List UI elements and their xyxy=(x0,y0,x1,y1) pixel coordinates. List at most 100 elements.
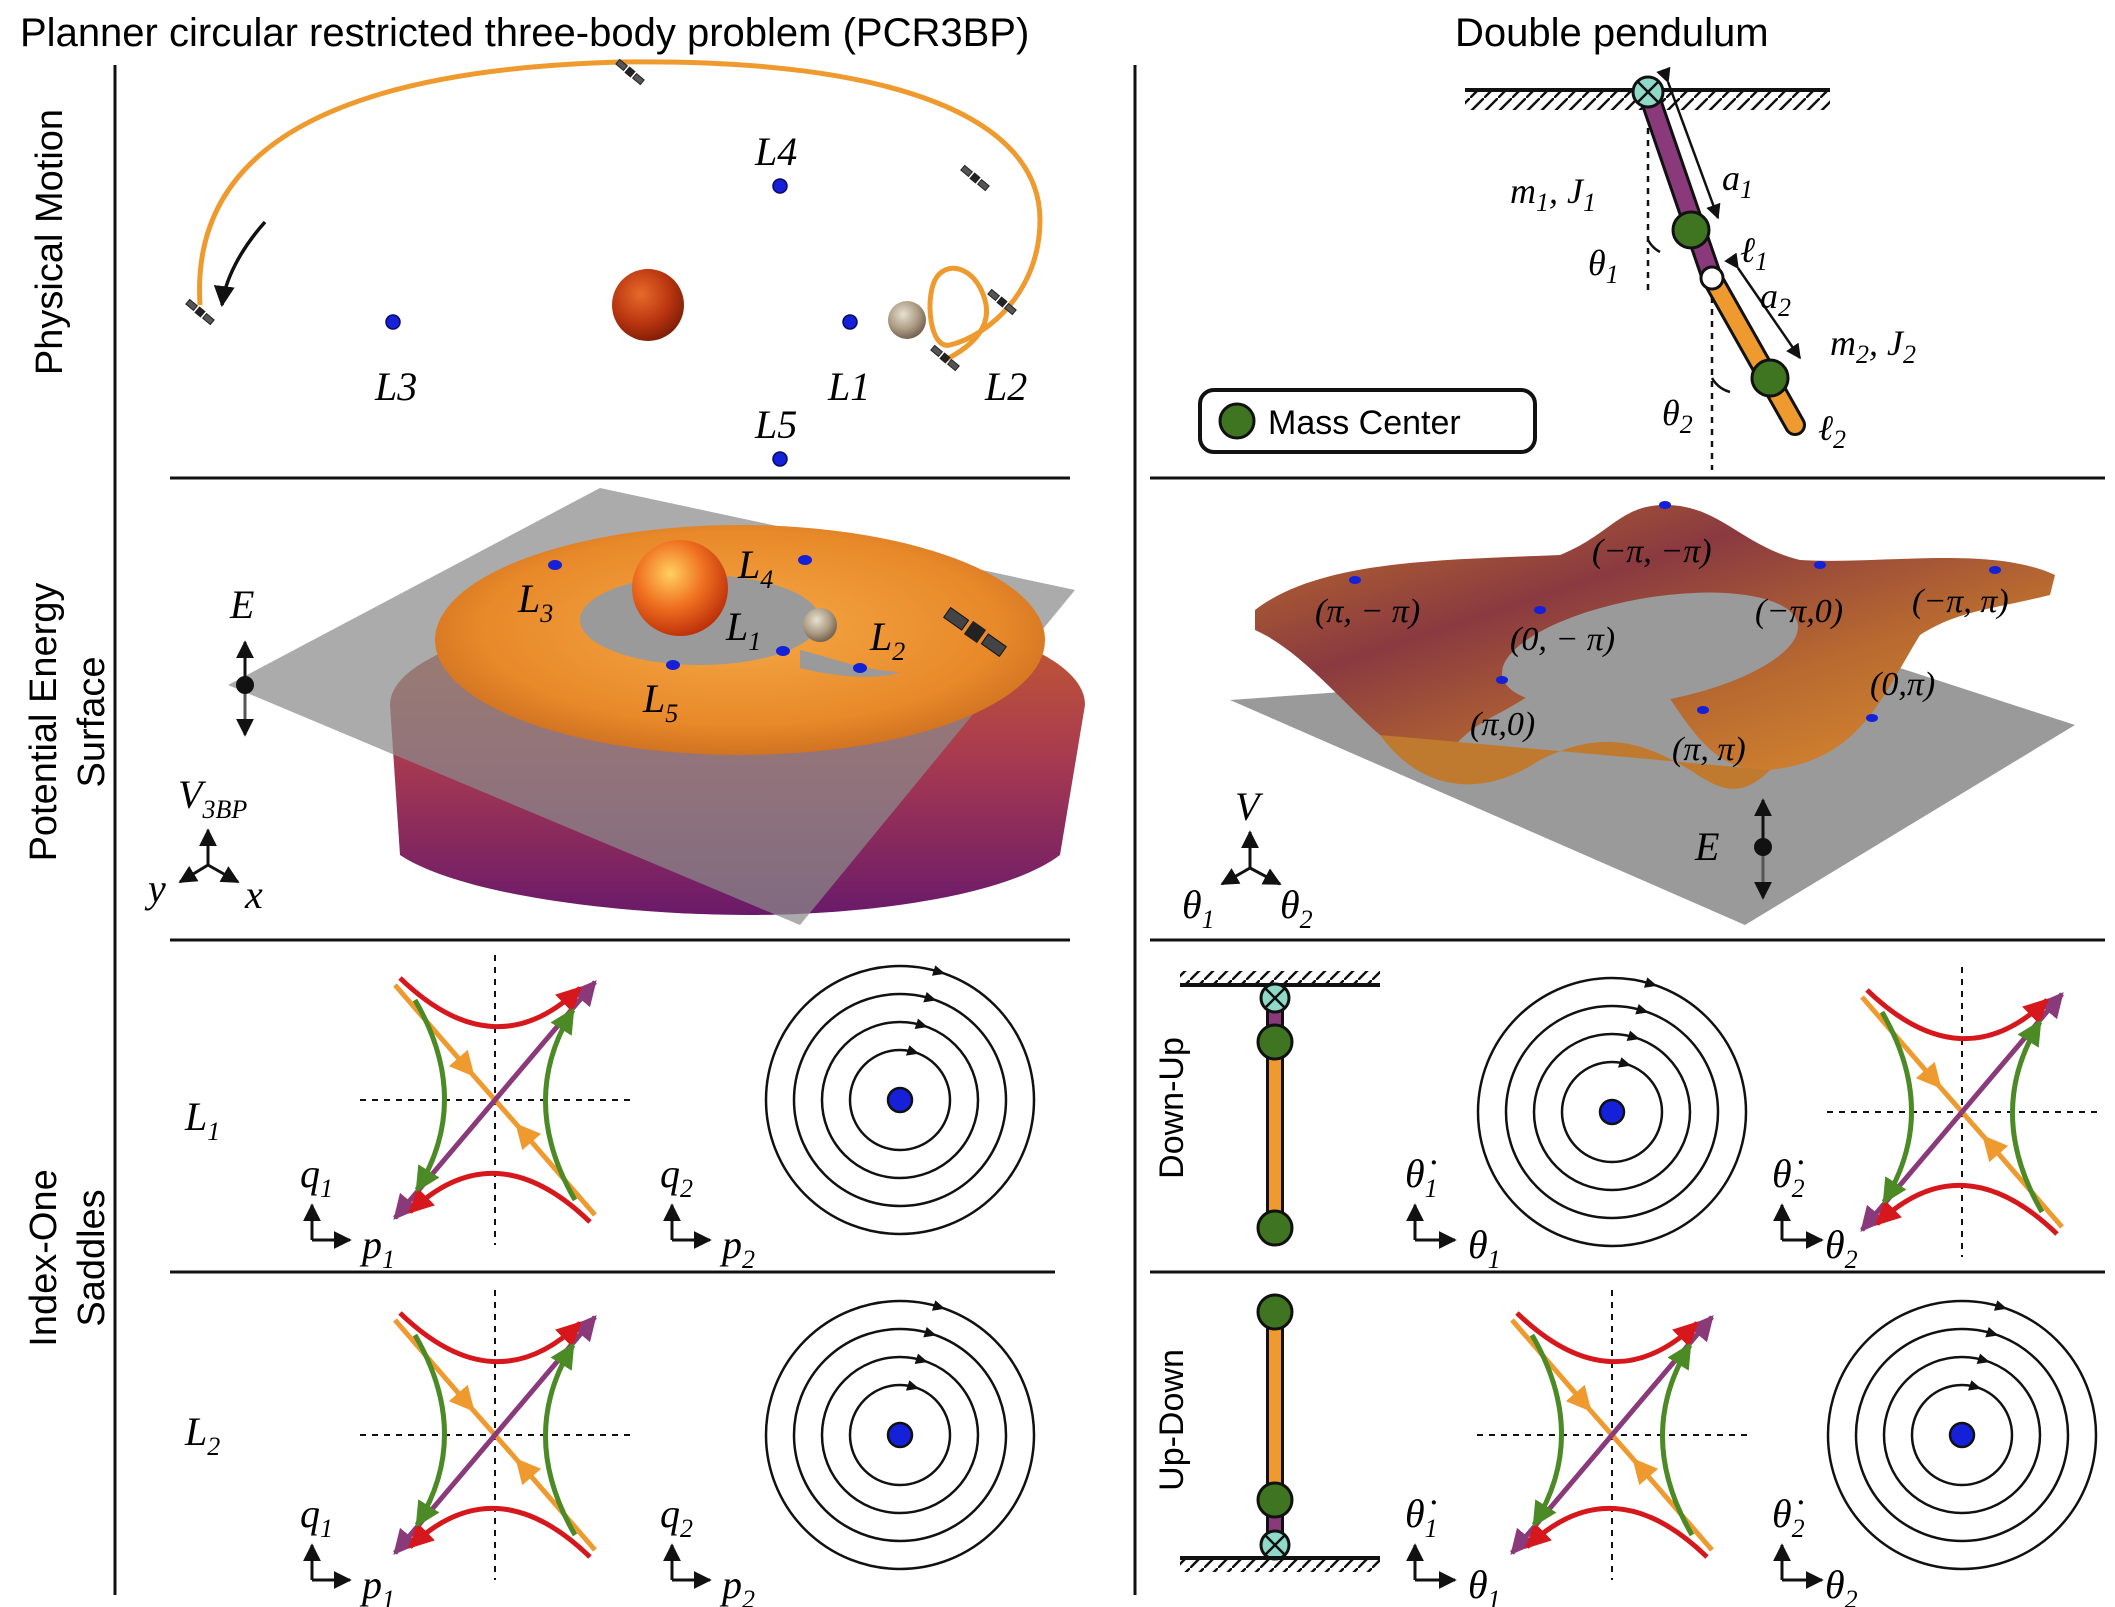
m1-j1-label: m1, J1 xyxy=(1510,171,1596,217)
pes-label: (π, − π) xyxy=(1315,593,1420,630)
saddle-up-down-theta1 xyxy=(1477,1290,1747,1580)
phase-diagrams xyxy=(360,955,2098,1580)
row-label-saddle-2: Saddles xyxy=(71,1189,113,1326)
pendulum-pes: (−π, −π) (π, − π) (0, − π) (−π,0) (−π, π… xyxy=(1182,501,2075,934)
pcr3bp-physical: L3 L4 L1 L2 L5 xyxy=(184,58,1043,467)
pes-axes-icon xyxy=(1220,830,1282,886)
pendulum-pes-point xyxy=(1697,706,1709,714)
l2-length-label: ℓ2 xyxy=(1818,408,1846,454)
center-up-down-theta2 xyxy=(1826,1299,2098,1571)
center-down-up-theta1 xyxy=(1476,976,1748,1248)
l3-point xyxy=(385,314,401,330)
pes-label: (π,0) xyxy=(1470,706,1535,743)
pes-l2-label: L2 xyxy=(869,614,905,666)
theta2-label: θ2 xyxy=(1662,393,1693,439)
svg-text:θ̇2: θ̇2 xyxy=(1772,1151,1805,1203)
pendulum-pes-point xyxy=(1866,714,1878,722)
up-down-theta2-axes: θ̇2 θ2 xyxy=(1772,1491,1858,1607)
satellite-icon xyxy=(929,344,961,372)
l1-label: L1 xyxy=(827,364,870,409)
pendulum-pes-point xyxy=(1496,676,1508,684)
row-label-physical: Physical Motion xyxy=(29,109,71,375)
pes-label: (0,π) xyxy=(1870,666,1935,703)
down-up-pendulum xyxy=(1180,971,1380,1247)
l4-pes-point xyxy=(798,555,812,565)
saddle-down-up-theta2 xyxy=(1827,967,2097,1257)
pendulum-pes-point xyxy=(1814,561,1826,569)
pes-l3-label: L3 xyxy=(517,576,553,628)
svg-text:θ̇1: θ̇1 xyxy=(1405,1151,1438,1203)
svg-text:p1: p1 xyxy=(359,1562,395,1607)
jupiter xyxy=(888,301,926,339)
center-l1-q2p2 xyxy=(764,964,1036,1236)
pes-axes-icon xyxy=(178,828,240,884)
l1-pes-point xyxy=(776,646,790,656)
l1-q1p1-axes: q1 p1 xyxy=(300,1151,395,1274)
saddle-l2-label: L2 xyxy=(184,1409,220,1461)
svg-text:q2: q2 xyxy=(660,1491,693,1543)
row-label-pes-1: Potential Energy xyxy=(23,583,65,862)
l3-label: L3 xyxy=(374,364,417,409)
pendulum-pes-point xyxy=(1659,501,1671,509)
pcr3bp-pes: L3 L4 L1 L2 L5 E V3BP y x xyxy=(144,488,1085,925)
up-down-theta1-axes: θ̇1 θ1 xyxy=(1405,1491,1501,1607)
legend-label: Mass Center xyxy=(1268,404,1461,442)
energy-label: E xyxy=(1694,824,1719,869)
axis-theta1-label: θ1 xyxy=(1182,882,1215,934)
sun-3d xyxy=(632,540,728,636)
a2-label: a2 xyxy=(1760,276,1791,322)
l5-point xyxy=(772,451,788,467)
saddle-l1-label: L1 xyxy=(184,1094,220,1146)
direction-arrow xyxy=(213,220,267,308)
l4-label: L4 xyxy=(754,129,797,174)
l4-point xyxy=(772,178,788,194)
l3-pes-point xyxy=(548,560,562,570)
l2-q1p1-axes: q1 p1 xyxy=(300,1491,395,1607)
pendulum-pes-point xyxy=(1989,566,2001,574)
svg-text:q1: q1 xyxy=(300,1491,333,1543)
svg-text:θ̇2: θ̇2 xyxy=(1772,1491,1805,1543)
l5-pes-point xyxy=(666,660,680,670)
center-l2-q2p2 xyxy=(764,1299,1036,1571)
pes-l4-label: L4 xyxy=(737,542,773,594)
svg-text:q2: q2 xyxy=(660,1151,693,1203)
legend: Mass Center xyxy=(1198,388,1537,454)
right-title: Double pendulum xyxy=(1455,11,1769,55)
l5-label: L5 xyxy=(754,402,797,447)
svg-text:θ2: θ2 xyxy=(1825,1222,1858,1274)
saddle-l1-q1p1 xyxy=(360,955,630,1245)
l2-q2p2-axes: q2 p2 xyxy=(660,1491,755,1607)
legend-swatch xyxy=(1218,402,1256,440)
svg-text:p2: p2 xyxy=(719,1562,755,1607)
jupiter-3d xyxy=(803,608,837,642)
energy-label: E xyxy=(229,582,254,627)
pes-label: (0, − π) xyxy=(1510,621,1615,658)
down-up-label: Down-Up xyxy=(1153,1037,1191,1179)
axis-y-label: y xyxy=(144,866,166,911)
svg-text:θ1: θ1 xyxy=(1468,1562,1501,1607)
v-label: V xyxy=(1235,784,1264,829)
pes-label: (−π,0) xyxy=(1755,593,1843,630)
a1-label: a1 xyxy=(1722,158,1753,204)
pes-label: (−π, −π) xyxy=(1592,533,1712,570)
satellite-icon xyxy=(943,606,1007,658)
down-up-theta1-axes: θ̇1 θ1 xyxy=(1405,1151,1501,1274)
m2-j2-label: m2, J2 xyxy=(1830,323,1916,369)
row-label-saddle-1: Index-One xyxy=(23,1169,65,1346)
up-down-label: Up-Down xyxy=(1153,1349,1191,1491)
saddle-l2-q1p1 xyxy=(360,1290,630,1580)
pes-label: (−π, π) xyxy=(1912,583,2009,620)
svg-text:θ1: θ1 xyxy=(1468,1222,1501,1274)
down-up-theta2-axes: θ̇2 θ2 xyxy=(1772,1151,1858,1274)
mass-center-2 xyxy=(1750,358,1790,398)
axis-theta2-label: θ2 xyxy=(1280,882,1313,934)
pendulum-pes-point xyxy=(1534,606,1546,614)
trajectory xyxy=(197,59,1043,363)
svg-text:θ2: θ2 xyxy=(1825,1562,1858,1607)
pes-l1-label: L1 xyxy=(725,604,761,656)
l1-length-label: ℓ1 xyxy=(1740,230,1768,276)
row-label-pes-2: Surface xyxy=(71,657,113,788)
l2-pes-point xyxy=(853,663,867,673)
sun xyxy=(612,269,684,341)
